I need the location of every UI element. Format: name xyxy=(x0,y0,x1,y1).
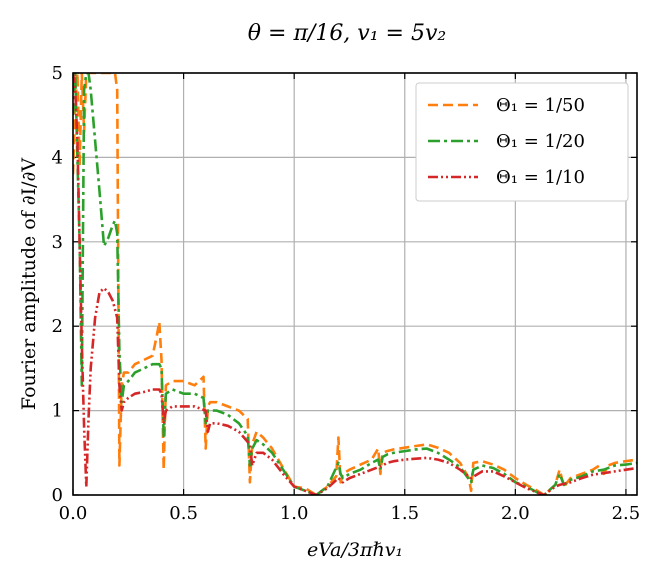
y-tick-label: 2 xyxy=(52,316,63,337)
x-tick-label: 1.0 xyxy=(280,503,309,524)
y-tick-label: 1 xyxy=(52,401,63,422)
y-tick-label: 4 xyxy=(52,147,63,168)
legend-label-2: Θ₁ = 1/20 xyxy=(496,131,585,152)
x-axis-title: eVa/3πℏv₁ xyxy=(307,539,403,561)
y-axis-title: Fourier amplitude of ∂I/∂V xyxy=(18,158,40,410)
legend-label-1: Θ₁ = 1/50 xyxy=(496,95,585,116)
x-tick-label: 2.0 xyxy=(501,503,530,524)
y-tick-label: 0 xyxy=(52,485,63,506)
series-line-2 xyxy=(73,73,637,495)
legend: Θ₁ = 1/50 Θ₁ = 1/20 Θ₁ = 1/10 xyxy=(415,82,629,202)
y-tick-label: 3 xyxy=(52,232,63,253)
x-tick-label: 0.5 xyxy=(169,503,198,524)
series-layer xyxy=(73,73,637,495)
x-tick-label: 2.5 xyxy=(612,503,641,524)
y-tick-label: 5 xyxy=(52,63,63,84)
legend-label-3: Θ₁ = 1/10 xyxy=(496,167,585,188)
plot-frame xyxy=(72,72,638,496)
legend-box xyxy=(415,82,629,202)
axis-ticks: 0.0 0.5 1.0 1.5 2.0 2.5 0 1 2 3 4 5 xyxy=(52,63,641,524)
series-line-3 xyxy=(73,73,637,495)
x-tick-label: 1.5 xyxy=(390,503,419,524)
x-tick-label: 0.0 xyxy=(59,503,88,524)
chart-title: θ = π/16, v₁ = 5v₂ xyxy=(248,21,446,46)
